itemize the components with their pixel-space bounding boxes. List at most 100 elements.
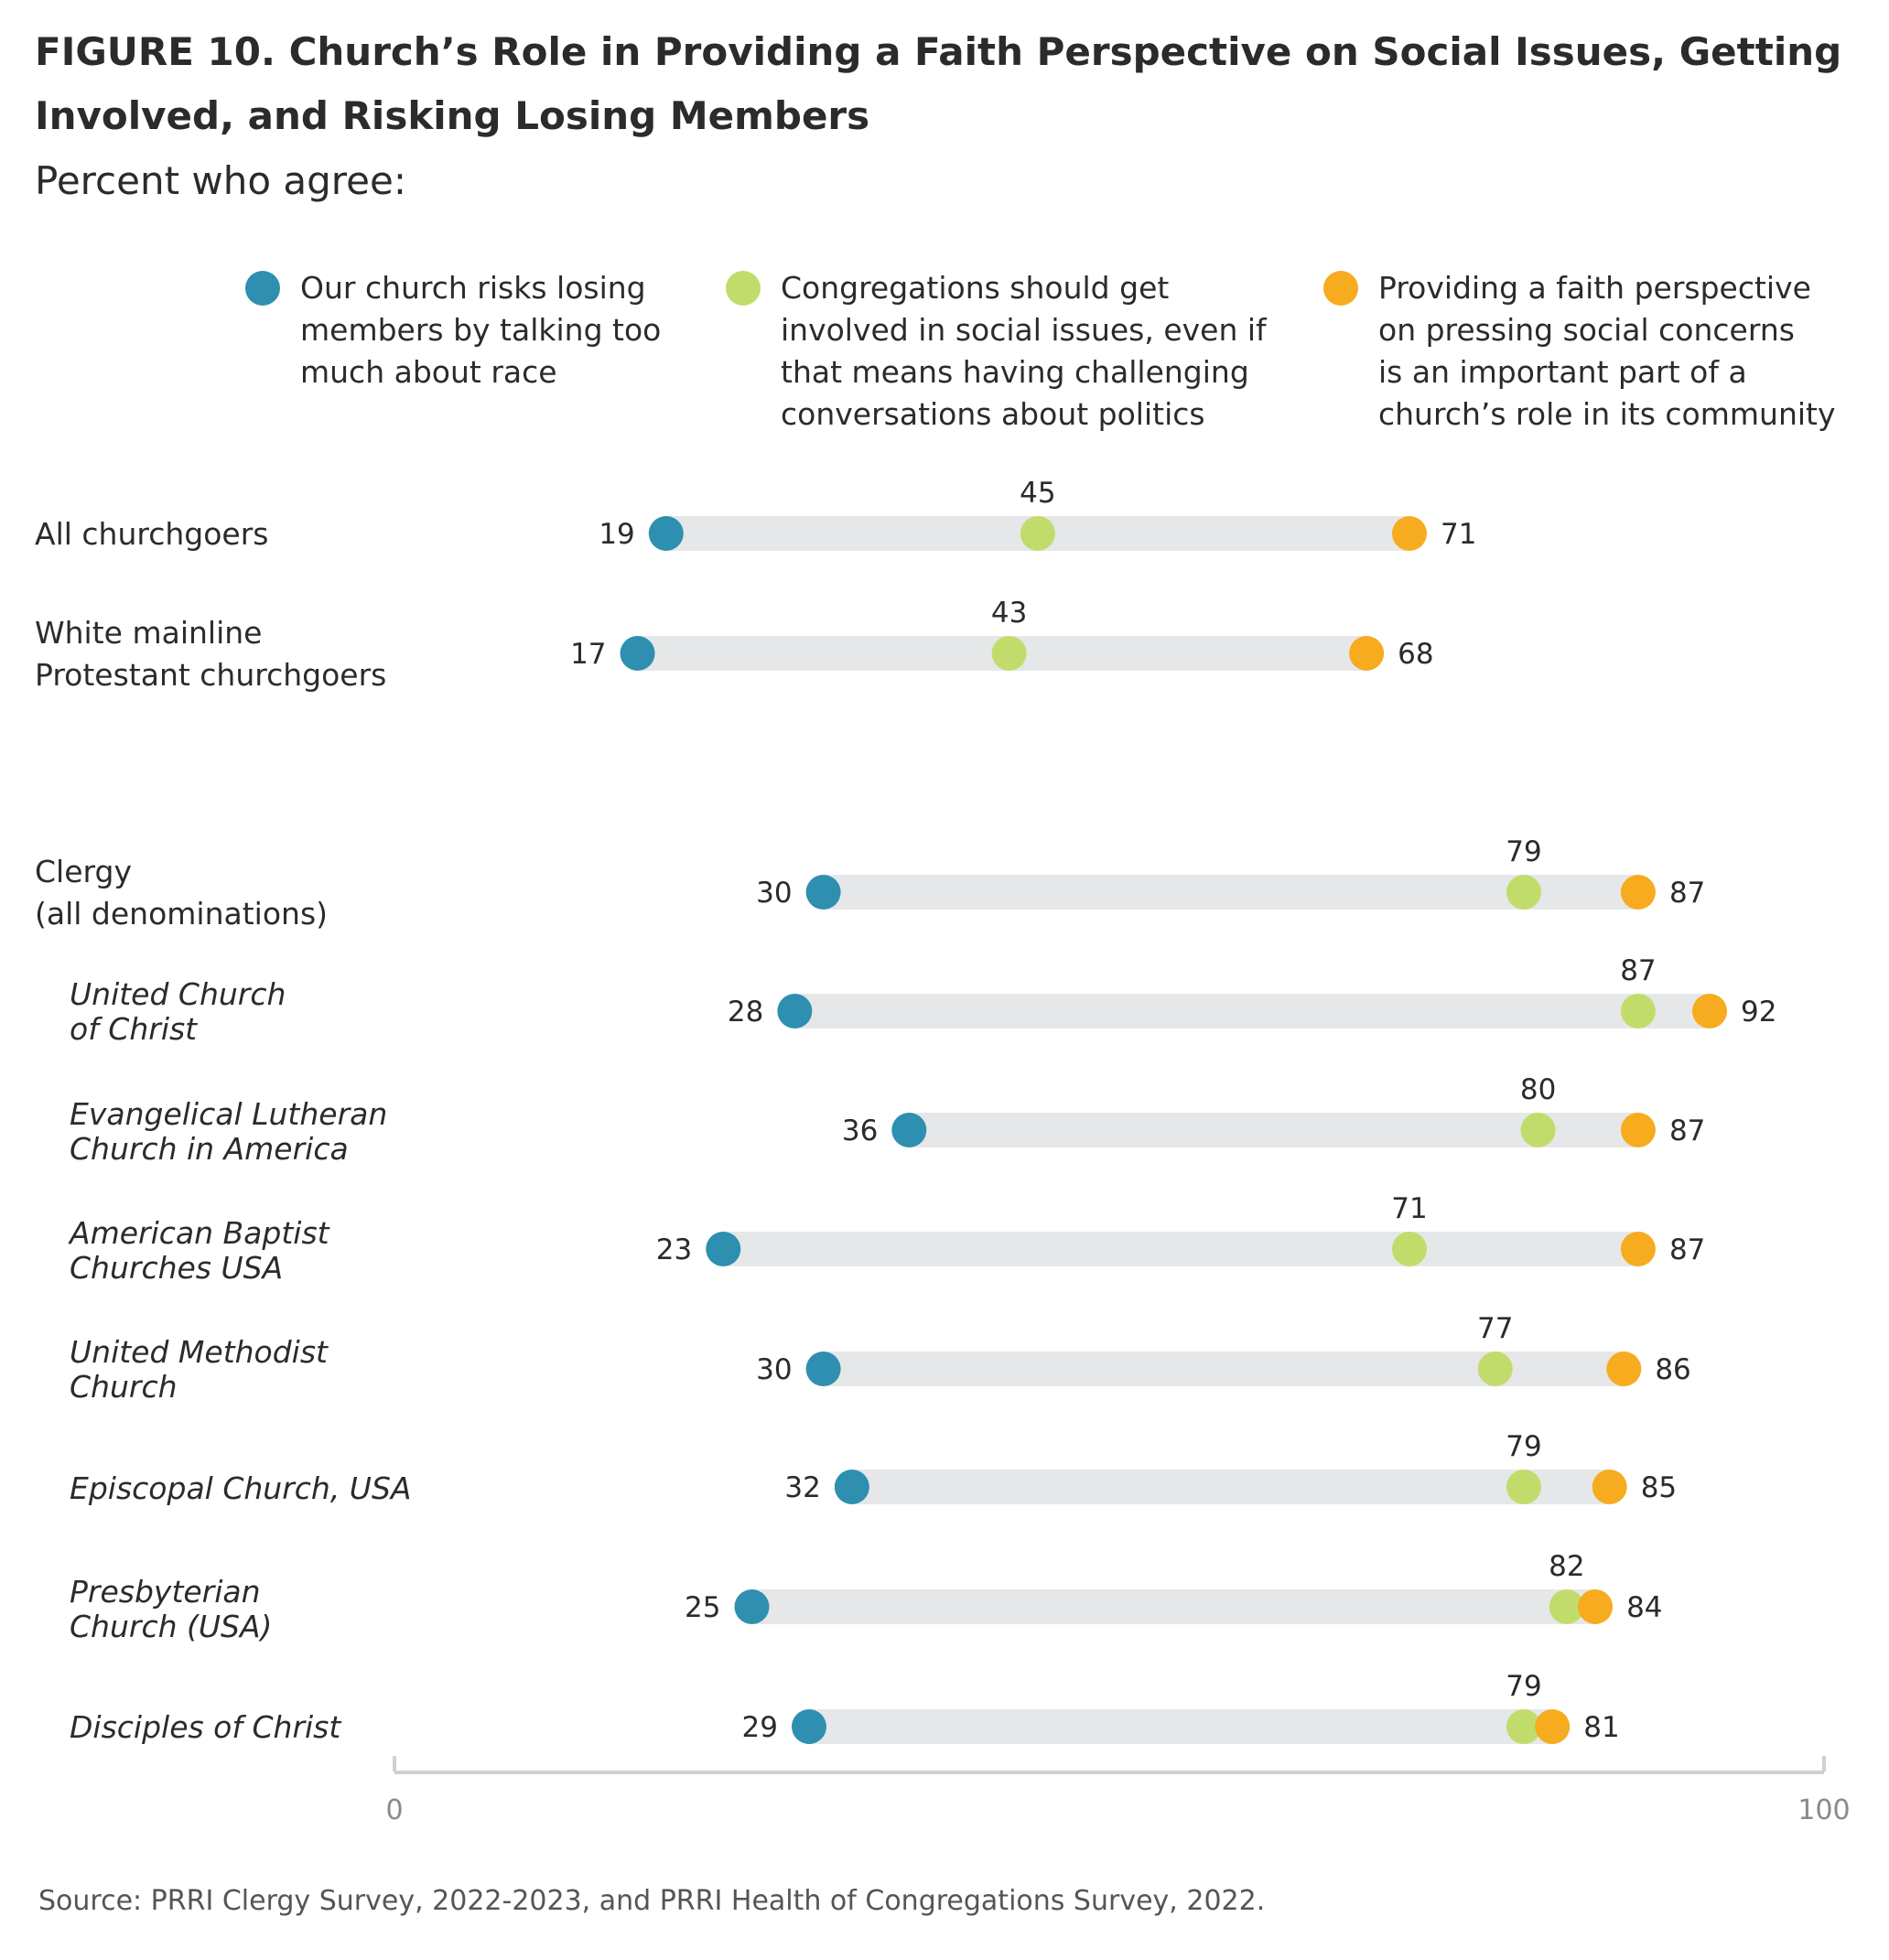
dot-risk <box>834 1470 869 1504</box>
value-label-faith: 92 <box>1741 996 1776 1028</box>
row-label-disciples: Disciples of Christ <box>70 1710 340 1745</box>
value-label-involve: 80 <box>1520 1073 1556 1106</box>
row-label-line: All churchgoers <box>35 516 269 552</box>
value-label-faith: 86 <box>1655 1353 1690 1386</box>
row-label-line: Church (USA) <box>70 1609 273 1644</box>
value-label-involve: 77 <box>1477 1312 1513 1345</box>
source-note: Source: PRRI Clergy Survey, 2022-2023, a… <box>38 1885 1266 1917</box>
dot-risk <box>791 1709 826 1744</box>
dot-involve <box>1549 1589 1584 1624</box>
value-label-involve: 43 <box>991 597 1027 630</box>
value-label-faith: 85 <box>1641 1471 1677 1504</box>
dot-involve <box>1506 875 1541 910</box>
value-label-risk: 30 <box>756 1353 792 1386</box>
dot-involve <box>1506 1470 1541 1504</box>
value-label-involve: 82 <box>1549 1550 1584 1583</box>
value-label-risk: 19 <box>599 518 634 551</box>
value-label-faith: 87 <box>1669 877 1705 910</box>
dot-involve <box>991 636 1027 671</box>
dot-involve <box>1506 1709 1541 1744</box>
legend-line: Providing a faith perspective <box>1378 270 1811 306</box>
dot-row: 36 80 87 <box>842 1073 1705 1147</box>
value-label-involve: 79 <box>1506 1430 1541 1463</box>
row-label-all-churchgoers: All churchgoers <box>35 513 268 555</box>
range-bar <box>909 1113 1638 1147</box>
row-label-ucc: United Church of Christ <box>70 977 286 1047</box>
row-label-line: American Baptist <box>70 1215 329 1251</box>
legend-line: Our church risks losing <box>300 270 646 306</box>
legend-label-risk: Our church risks losing members by talki… <box>300 267 661 393</box>
legend-swatch-involve <box>726 271 761 306</box>
row-label-line: of Christ <box>70 1011 198 1047</box>
row-label-line: (all denominations) <box>35 896 329 932</box>
legend-line: members by talking too <box>300 312 662 348</box>
row-label-white-mainline: White mainline Protestant churchgoers <box>35 612 386 696</box>
range-bar <box>723 1232 1638 1266</box>
row-label-line: Disciples of Christ <box>70 1709 341 1745</box>
value-label-faith: 87 <box>1669 1233 1705 1266</box>
dot-risk <box>620 636 655 671</box>
x-axis: 0 100 <box>385 1756 1851 1826</box>
row-label-line: United Church <box>70 976 286 1012</box>
dot-faith <box>1535 1709 1571 1744</box>
dot-faith <box>1620 1113 1656 1147</box>
dot-faith <box>1606 1352 1642 1386</box>
legend-swatch-faith <box>1323 271 1358 306</box>
row-label-line: White mainline <box>35 615 263 651</box>
dot-risk <box>734 1589 770 1624</box>
x-tick-label: 100 <box>1797 1794 1850 1826</box>
dot-faith <box>1692 994 1728 1028</box>
legend-line: involved in social issues, even if <box>781 312 1267 348</box>
value-label-risk: 23 <box>656 1233 692 1266</box>
value-label-faith: 71 <box>1441 518 1476 551</box>
row-label-line: Clergy <box>35 854 132 889</box>
value-label-involve: 71 <box>1391 1192 1427 1225</box>
legend-line: on pressing social concerns <box>1378 312 1795 348</box>
value-label-risk: 36 <box>842 1115 878 1147</box>
dot-row: 28 87 92 <box>728 954 1776 1028</box>
value-label-involve: 87 <box>1620 954 1656 987</box>
value-label-involve: 45 <box>1020 477 1055 510</box>
row-label-line: Presbyterian <box>70 1574 261 1610</box>
value-label-faith: 84 <box>1626 1591 1662 1624</box>
dot-row: 25 82 84 <box>685 1550 1663 1624</box>
range-bar <box>808 1709 1553 1744</box>
dot-involve <box>1620 994 1656 1028</box>
value-label-risk: 25 <box>685 1591 720 1624</box>
dot-row: 32 79 85 <box>784 1430 1677 1504</box>
legend-line: that means having challenging <box>781 354 1249 390</box>
dot-risk <box>777 994 813 1028</box>
value-label-involve: 79 <box>1506 1670 1541 1703</box>
row-label-line: Protestant churchgoers <box>35 657 387 693</box>
row-label-american-baptist: American Baptist Churches USA <box>70 1216 329 1286</box>
dot-faith <box>1392 516 1428 551</box>
row-label-line: Church in America <box>70 1131 349 1167</box>
range-bar <box>794 994 1711 1028</box>
x-tick-label: 0 <box>385 1794 403 1826</box>
row-label-episcopal: Episcopal Church, USA <box>70 1471 411 1506</box>
row-label-line: Church <box>70 1369 178 1405</box>
range-bar <box>751 1589 1596 1624</box>
legend-line: Congregations should get <box>781 270 1170 306</box>
row-label-united-methodist: United Methodist Church <box>70 1335 328 1405</box>
chart-subtitle: Percent who agree: <box>35 158 406 203</box>
dot-row: 17 43 68 <box>570 597 1434 671</box>
dot-involve <box>1520 1113 1556 1147</box>
dot-risk <box>891 1113 927 1147</box>
dot-row: 30 77 86 <box>756 1312 1691 1386</box>
value-label-faith: 81 <box>1583 1711 1619 1744</box>
dot-faith <box>1620 875 1656 910</box>
value-label-risk: 32 <box>784 1471 820 1504</box>
dot-row: 29 79 81 <box>742 1670 1620 1744</box>
range-bar <box>823 875 1638 910</box>
value-label-risk: 29 <box>742 1711 778 1744</box>
dot-risk <box>805 875 841 910</box>
row-label-presbyterian: Presbyterian Church (USA) <box>70 1575 272 1644</box>
row-label-clergy: Clergy (all denominations) <box>35 851 328 935</box>
legend-label-involve: Congregations should get involved in soc… <box>781 267 1267 436</box>
dot-risk <box>648 516 684 551</box>
dot-rows: 19 45 71 17 43 68 30 79 87 28 87 92 36 80 87 23 71 87 30 77… <box>570 477 1776 1744</box>
legend-line: is an important part of a <box>1378 354 1747 390</box>
